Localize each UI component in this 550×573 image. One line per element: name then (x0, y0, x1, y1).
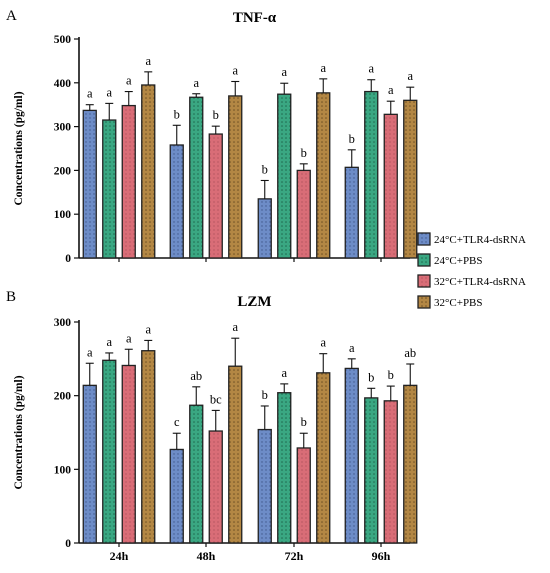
y-axis-label: Concentrations (pg/ml) (13, 91, 25, 205)
bar (102, 119, 117, 259)
legend-label: 24°C+PBS (434, 255, 483, 267)
y-axis-label: Concentrations (pg/ml) (13, 375, 25, 489)
bar (364, 397, 379, 544)
bar (344, 166, 359, 259)
significance-letter: a (232, 320, 238, 334)
bar (296, 169, 311, 259)
bar (82, 109, 97, 259)
bar (228, 365, 243, 544)
bar (228, 95, 243, 259)
x-tick-label: 48h (197, 549, 216, 563)
y-tick-label: 200 (54, 165, 72, 177)
y-tick-label: 200 (54, 391, 72, 403)
significance-letter: a (368, 62, 374, 76)
significance-letter: b (368, 370, 374, 384)
significance-letter: a (193, 76, 199, 90)
y-tick-label: 300 (54, 122, 72, 134)
legend-swatch (417, 232, 431, 246)
panel-letter: B (6, 289, 16, 305)
significance-letter: a (388, 83, 394, 97)
significance-letter: b (388, 368, 394, 382)
significance-letter: c (174, 415, 180, 429)
significance-letter: b (301, 146, 307, 160)
significance-letter: a (320, 61, 326, 75)
significance-letter: a (281, 366, 287, 380)
bar (102, 359, 117, 544)
significance-letter: a (87, 345, 93, 359)
bar (403, 384, 418, 544)
significance-letter: a (87, 87, 93, 101)
significance-letter: a (126, 74, 132, 88)
bar (169, 144, 184, 259)
bar (121, 364, 136, 544)
panel-title: LZM (237, 294, 271, 310)
bar (208, 133, 223, 259)
significance-letter: ab (404, 346, 416, 360)
bar (257, 428, 272, 544)
significance-letter: a (232, 63, 238, 77)
significance-letter: a (106, 85, 112, 99)
x-tick-label: 24h (110, 549, 129, 563)
legend-label: 32°C+TLR4-dsRNA (434, 276, 526, 288)
significance-letter: b (174, 107, 180, 121)
significance-letter: bc (210, 392, 222, 406)
bar (383, 400, 398, 544)
bar (169, 448, 184, 544)
legend-swatch (417, 253, 431, 267)
bar (141, 350, 156, 544)
significance-letter: a (145, 322, 151, 336)
significance-letter: ab (190, 369, 202, 383)
significance-letter: a (407, 69, 413, 83)
y-tick-label: 300 (54, 317, 72, 329)
legend-label: 24°C+TLR4-dsRNA (434, 234, 526, 246)
significance-letter: a (145, 54, 151, 68)
y-tick-label: 0 (65, 253, 71, 265)
bar (403, 99, 418, 259)
panel-a: A TNF-α Concentrations (pg/ml) 0 100 200 300 40… (6, 8, 418, 265)
significance-letter: b (301, 415, 307, 429)
bar (257, 198, 272, 259)
panel-b: B LZM Concentrations (pg/ml) 0 100 200 300 24h 4… (6, 289, 418, 563)
significance-letter: b (213, 108, 219, 122)
significance-letter: a (349, 341, 355, 355)
y-tick-label: 100 (54, 464, 72, 476)
significance-letter: b (262, 162, 268, 176)
bar (277, 392, 292, 544)
significance-letter: a (126, 331, 132, 345)
bar (296, 447, 311, 544)
significance-letter: a (320, 336, 326, 350)
bar (383, 113, 398, 259)
bar (189, 96, 204, 259)
x-tick-label: 96h (372, 549, 391, 563)
significance-letter: a (281, 65, 287, 79)
y-tick-label: 400 (54, 78, 72, 90)
bar (189, 404, 204, 544)
bar (82, 384, 97, 544)
legend-swatch (417, 295, 431, 309)
significance-letter: a (106, 335, 112, 349)
y-tick-label: 500 (54, 34, 72, 46)
bar (277, 93, 292, 259)
bar (316, 372, 331, 544)
bar (344, 367, 359, 544)
legend-label: 32°C+PBS (434, 297, 483, 309)
bar (364, 90, 379, 259)
bar (141, 84, 156, 259)
legend-swatch (417, 274, 431, 288)
x-tick-label: 72h (285, 549, 304, 563)
bar (208, 430, 223, 544)
significance-letter: b (349, 132, 355, 146)
legend: 24°C+TLR4-dsRNA 24°C+PBS 32°C+TLR4-dsRNA 32… (417, 232, 526, 309)
y-tick-label: 100 (54, 209, 72, 221)
panel-letter: A (6, 8, 17, 24)
y-tick-label: 0 (65, 538, 71, 550)
bar (316, 92, 331, 259)
significance-letter: b (262, 388, 268, 402)
bar (121, 104, 136, 259)
panel-title: TNF-α (233, 10, 277, 26)
